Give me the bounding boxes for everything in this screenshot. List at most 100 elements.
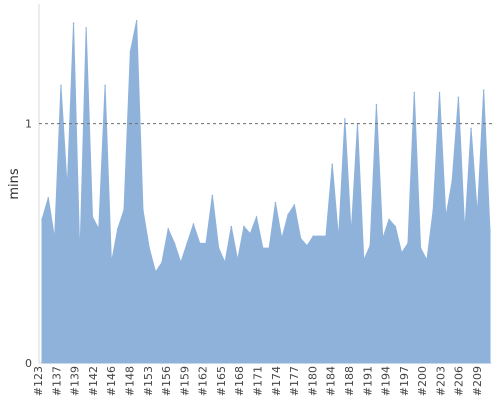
data-point-23 [180, 261, 182, 264]
data-point-46 [325, 235, 327, 237]
x-tick-label-25: #209 [471, 366, 484, 396]
data-point-33 [243, 225, 245, 228]
data-point-3 [53, 237, 56, 240]
x-tick-label-20: #194 [380, 366, 393, 396]
x-tick-label-19: #191 [361, 366, 374, 396]
data-point-14 [123, 209, 125, 211]
data-point-57 [394, 225, 397, 228]
data-point-7 [79, 256, 81, 259]
area-series-layer [41, 19, 491, 364]
y-tick-label-0: 0 [25, 357, 32, 370]
plot-area: 01 #123 #137 #139 #142 #146 #148 #153 #156 #159 #… [7, 4, 492, 396]
data-point-4 [60, 84, 62, 87]
x-tick-label-21: #197 [398, 366, 411, 396]
data-point-8 [85, 27, 87, 29]
data-point-36 [262, 247, 264, 249]
x-tick-label-16: #180 [306, 366, 319, 396]
data-point-6 [72, 22, 75, 24]
data-point-37 [268, 247, 270, 249]
data-point-22 [173, 242, 176, 245]
data-point-43 [306, 244, 308, 247]
data-point-28 [211, 194, 214, 197]
data-point-26 [198, 242, 201, 245]
x-tick-label-5: #146 [105, 366, 118, 396]
data-point-39 [280, 237, 283, 240]
data-point-13 [116, 228, 119, 230]
y-axis-title: mins [7, 168, 22, 200]
data-point-52 [363, 259, 365, 261]
data-point-64 [438, 91, 441, 94]
data-point-65 [445, 216, 447, 218]
data-point-18 [148, 247, 151, 249]
data-point-59 [407, 242, 409, 245]
data-point-32 [236, 259, 239, 261]
x-tick-labels: #123 #137 #139 #142 #146 #148 #153 #156 #159 #162… [32, 366, 484, 396]
data-point-9 [91, 216, 94, 218]
data-point-38 [274, 201, 277, 204]
data-point-31 [230, 225, 233, 228]
x-tick-label-3: #139 [69, 366, 82, 396]
data-point-12 [110, 261, 113, 264]
x-tick-label-18: #188 [343, 366, 356, 396]
x-tick-label-2: #137 [50, 366, 63, 396]
x-tick-label-23: #203 [434, 366, 447, 396]
data-point-41 [293, 204, 296, 206]
y-tick-label-1: 1 [25, 118, 32, 131]
data-point-56 [388, 218, 390, 221]
data-point-16 [135, 19, 138, 22]
data-point-15 [129, 51, 132, 53]
x-tick-label-15: #177 [288, 366, 301, 396]
data-point-53 [369, 244, 371, 247]
data-point-66 [451, 180, 453, 182]
data-point-60 [413, 91, 416, 94]
area-series-path [41, 20, 491, 364]
y-tick-labels: 01 [25, 118, 32, 370]
data-point-30 [224, 261, 226, 264]
data-point-50 [350, 232, 352, 235]
data-point-19 [154, 271, 157, 273]
x-tick-label-11: #165 [215, 366, 228, 396]
x-tick-label-9: #159 [178, 366, 191, 396]
data-point-45 [318, 235, 321, 237]
data-point-25 [192, 223, 195, 225]
x-tick-label-10: #162 [197, 366, 210, 396]
data-point-54 [375, 103, 378, 106]
x-tick-label-13: #171 [252, 366, 265, 396]
data-point-58 [400, 252, 403, 254]
data-point-1 [41, 218, 43, 221]
data-point-44 [312, 235, 315, 237]
x-tick-label-7: #153 [142, 366, 155, 396]
data-point-35 [255, 216, 258, 218]
data-point-63 [432, 209, 435, 211]
data-point-11 [104, 84, 106, 87]
data-point-72 [489, 230, 491, 233]
x-tick-label-4: #142 [87, 366, 100, 396]
data-point-27 [205, 242, 207, 245]
x-tick-label-6: #148 [123, 366, 136, 396]
data-point-48 [337, 237, 340, 240]
data-point-67 [457, 96, 460, 99]
data-point-17 [142, 209, 144, 211]
data-point-2 [47, 197, 50, 199]
data-point-40 [287, 213, 289, 216]
x-tick-label-8: #156 [160, 366, 173, 396]
data-point-5 [66, 187, 69, 190]
data-point-47 [331, 163, 334, 166]
data-point-21 [167, 228, 169, 230]
data-point-70 [476, 213, 479, 216]
x-tick-label-12: #168 [233, 366, 246, 396]
x-tick-label-22: #200 [416, 366, 429, 396]
x-tick-label-24: #206 [453, 366, 466, 396]
data-point-42 [299, 237, 302, 240]
data-point-29 [217, 247, 220, 249]
x-tick-label-14: #174 [270, 366, 283, 396]
data-point-69 [470, 127, 472, 130]
data-point-20 [161, 261, 163, 264]
data-point-71 [482, 89, 485, 91]
data-point-68 [463, 230, 466, 233]
data-point-55 [381, 237, 384, 240]
x-tick-label-1: #123 [32, 366, 45, 396]
x-tick-label-17: #184 [325, 366, 338, 396]
